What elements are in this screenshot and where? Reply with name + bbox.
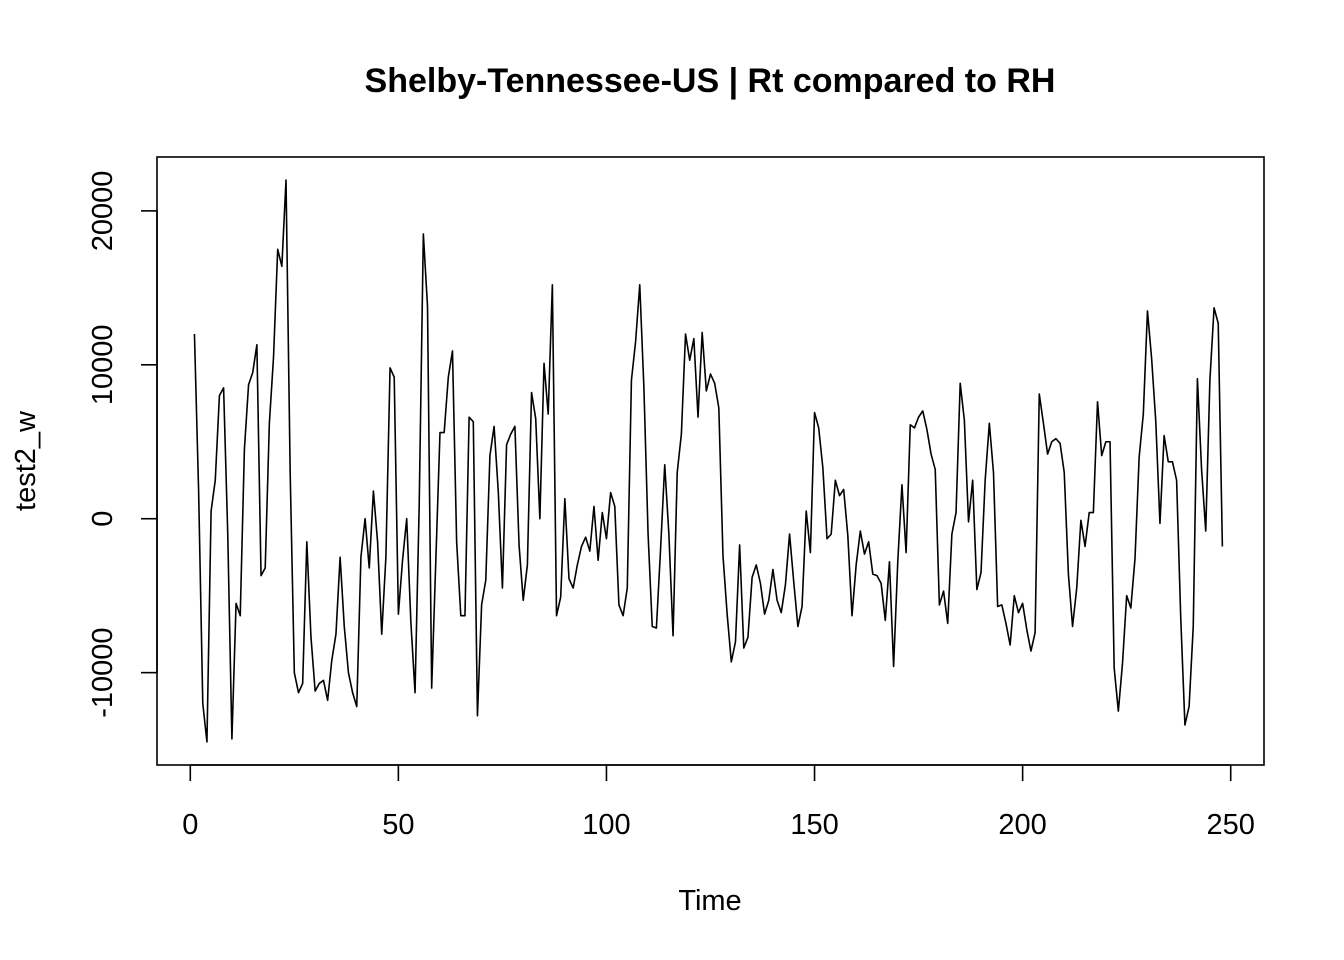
y-axis-label: test2_w bbox=[10, 410, 42, 511]
x-tick-label: 250 bbox=[1207, 809, 1255, 841]
x-tick-label: 50 bbox=[382, 809, 414, 841]
plot-frame bbox=[156, 156, 1265, 766]
series-line bbox=[193, 179, 1224, 743]
y-tick-label: 0 bbox=[87, 511, 119, 527]
x-tick-label: 100 bbox=[582, 809, 630, 841]
x-axis-label: Time bbox=[678, 885, 741, 917]
x-tick-label: 150 bbox=[790, 809, 838, 841]
y-tick-label: -10000 bbox=[87, 627, 119, 717]
x-tick-label: 0 bbox=[182, 809, 198, 841]
x-axis: 0 50 100 150 200 250 bbox=[182, 764, 1255, 841]
x-tick-label: 200 bbox=[998, 809, 1046, 841]
y-axis: -10000 0 10000 20000 bbox=[87, 171, 158, 718]
y-tick-label: 20000 bbox=[87, 171, 119, 252]
y-tick-label: 10000 bbox=[87, 324, 119, 405]
chart-title: Shelby-Tennessee-US | Rt compared to RH bbox=[365, 62, 1056, 100]
